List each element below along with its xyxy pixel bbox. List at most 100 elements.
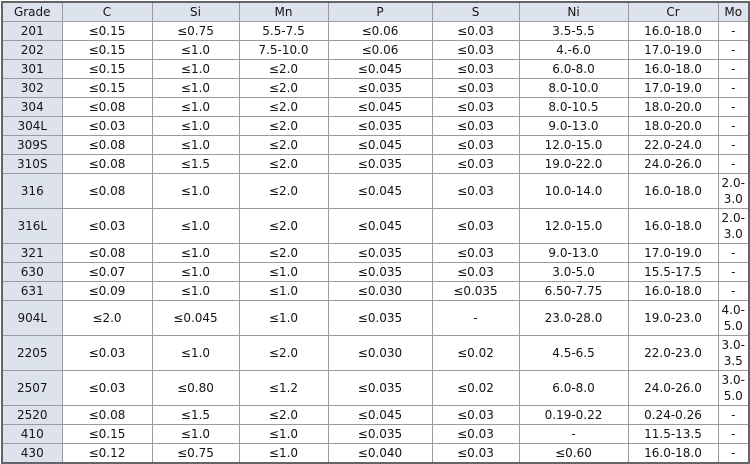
- table-row: 2520 ≤0.08 ≤1.5 ≤2.0 ≤0.045 ≤0.03 0.19-0.22 0.2…: [1, 405, 750, 425]
- column-header-s: S: [431, 1, 520, 22]
- value-cell: ≤1.0: [151, 281, 240, 301]
- value-cell: -: [717, 443, 750, 464]
- value-cell: ≤1.5: [151, 154, 240, 174]
- value-cell: 16.0-18.0: [627, 208, 719, 244]
- value-cell: ≤0.80: [151, 370, 240, 406]
- value-cell: -: [717, 97, 750, 117]
- value-cell: -: [717, 116, 750, 136]
- value-cell: 19.0-23.0: [627, 300, 719, 336]
- value-cell: ≤0.15: [61, 59, 153, 79]
- value-cell: ≤0.03: [431, 78, 520, 98]
- value-cell: ≤2.0: [238, 59, 329, 79]
- value-cell: ≤2.0: [61, 300, 153, 336]
- value-cell: ≤0.03: [431, 40, 520, 60]
- value-cell: ≤1.5: [151, 405, 240, 425]
- value-cell: ≤1.0: [238, 424, 329, 444]
- value-cell: 24.0-26.0: [627, 154, 719, 174]
- value-cell: ≤0.03: [431, 173, 520, 209]
- column-header-mn: Mn: [238, 1, 329, 22]
- grade-cell: 304: [1, 97, 63, 117]
- value-cell: 3.0-5.0: [717, 370, 750, 406]
- value-cell: -: [431, 300, 520, 336]
- value-cell: 22.0-24.0: [627, 135, 719, 155]
- value-cell: -: [717, 21, 750, 41]
- value-cell: ≤0.035: [327, 300, 433, 336]
- value-cell: 24.0-26.0: [627, 370, 719, 406]
- grade-cell: 2520: [1, 405, 63, 425]
- value-cell: ≤0.03: [61, 116, 153, 136]
- table-row: 301 ≤0.15 ≤1.0 ≤2.0 ≤0.045 ≤0.03 6.0-8.0 16.0-1…: [1, 59, 750, 79]
- value-cell: -: [717, 78, 750, 98]
- column-header-mo: Mo: [717, 1, 750, 22]
- value-cell: -: [717, 424, 750, 444]
- grade-cell: 316: [1, 173, 63, 209]
- value-cell: ≤2.0: [238, 335, 329, 371]
- value-cell: ≤1.0: [151, 59, 240, 79]
- value-cell: ≤0.06: [327, 40, 433, 60]
- value-cell: ≤0.030: [327, 281, 433, 301]
- grade-cell: 309S: [1, 135, 63, 155]
- value-cell: ≤0.03: [431, 262, 520, 282]
- value-cell: ≤1.0: [238, 443, 329, 464]
- value-cell: -: [717, 405, 750, 425]
- value-cell: 0.24-0.26: [627, 405, 719, 425]
- value-cell: 12.0-15.0: [518, 208, 629, 244]
- column-header-ni: Ni: [518, 1, 629, 22]
- table-row: 430 ≤0.12 ≤0.75 ≤1.0 ≤0.040 ≤0.03 ≤0.60 16.0-18…: [1, 443, 750, 464]
- table-row: 316 ≤0.08 ≤1.0 ≤2.0 ≤0.045 ≤0.03 10.0-14.0 16.0…: [1, 173, 750, 209]
- table-row: 630 ≤0.07 ≤1.0 ≤1.0 ≤0.035 ≤0.03 3.0-5.0 15.5-1…: [1, 262, 750, 282]
- value-cell: ≤0.07: [61, 262, 153, 282]
- value-cell: ≤0.15: [61, 21, 153, 41]
- value-cell: ≤0.035: [327, 243, 433, 263]
- value-cell: ≤0.15: [61, 424, 153, 444]
- value-cell: 3.0-3.5: [717, 335, 750, 371]
- value-cell: ≤0.08: [61, 243, 153, 263]
- grade-cell: 304L: [1, 116, 63, 136]
- value-cell: -: [717, 59, 750, 79]
- value-cell: ≤0.03: [431, 208, 520, 244]
- value-cell: -: [717, 40, 750, 60]
- value-cell: ≤0.035: [327, 78, 433, 98]
- value-cell: -: [717, 281, 750, 301]
- column-header-si: Si: [151, 1, 240, 22]
- value-cell: -: [717, 135, 750, 155]
- table-row: 304 ≤0.08 ≤1.0 ≤2.0 ≤0.045 ≤0.03 8.0-10.5 18.0-…: [1, 97, 750, 117]
- value-cell: 12.0-15.0: [518, 135, 629, 155]
- grade-cell: 301: [1, 59, 63, 79]
- value-cell: ≤0.08: [61, 97, 153, 117]
- value-cell: 16.0-18.0: [627, 173, 719, 209]
- grade-cell: 631: [1, 281, 63, 301]
- grade-cell: 430: [1, 443, 63, 464]
- value-cell: ≤2.0: [238, 405, 329, 425]
- value-cell: ≤2.0: [238, 135, 329, 155]
- value-cell: ≤0.03: [431, 154, 520, 174]
- value-cell: 9.0-13.0: [518, 116, 629, 136]
- value-cell: ≤0.60: [518, 443, 629, 464]
- value-cell: ≤1.0: [238, 262, 329, 282]
- value-cell: ≤0.035: [327, 424, 433, 444]
- value-cell: 8.0-10.5: [518, 97, 629, 117]
- value-cell: ≤0.08: [61, 405, 153, 425]
- value-cell: ≤1.2: [238, 370, 329, 406]
- value-cell: ≤0.035: [327, 262, 433, 282]
- value-cell: ≤0.09: [61, 281, 153, 301]
- value-cell: 11.5-13.5: [627, 424, 719, 444]
- value-cell: -: [717, 154, 750, 174]
- value-cell: ≤0.045: [327, 135, 433, 155]
- value-cell: ≤0.75: [151, 443, 240, 464]
- value-cell: ≤0.040: [327, 443, 433, 464]
- table-row: 201 ≤0.15 ≤0.75 5.5-7.5 ≤0.06 ≤0.03 3.5-5.5 16.…: [1, 21, 750, 41]
- value-cell: 17.0-19.0: [627, 78, 719, 98]
- value-cell: ≤0.045: [327, 59, 433, 79]
- value-cell: ≤2.0: [238, 173, 329, 209]
- value-cell: 18.0-20.0: [627, 116, 719, 136]
- table-row: 309S ≤0.08 ≤1.0 ≤2.0 ≤0.045 ≤0.03 12.0-15.0 22.…: [1, 135, 750, 155]
- value-cell: 7.5-10.0: [238, 40, 329, 60]
- value-cell: 16.0-18.0: [627, 443, 719, 464]
- value-cell: ≤0.03: [431, 243, 520, 263]
- value-cell: ≤0.02: [431, 370, 520, 406]
- table-row: 410 ≤0.15 ≤1.0 ≤1.0 ≤0.035 ≤0.03-11.5-13.5-: [1, 424, 750, 444]
- value-cell: ≤0.035: [327, 116, 433, 136]
- value-cell: 3.0-5.0: [518, 262, 629, 282]
